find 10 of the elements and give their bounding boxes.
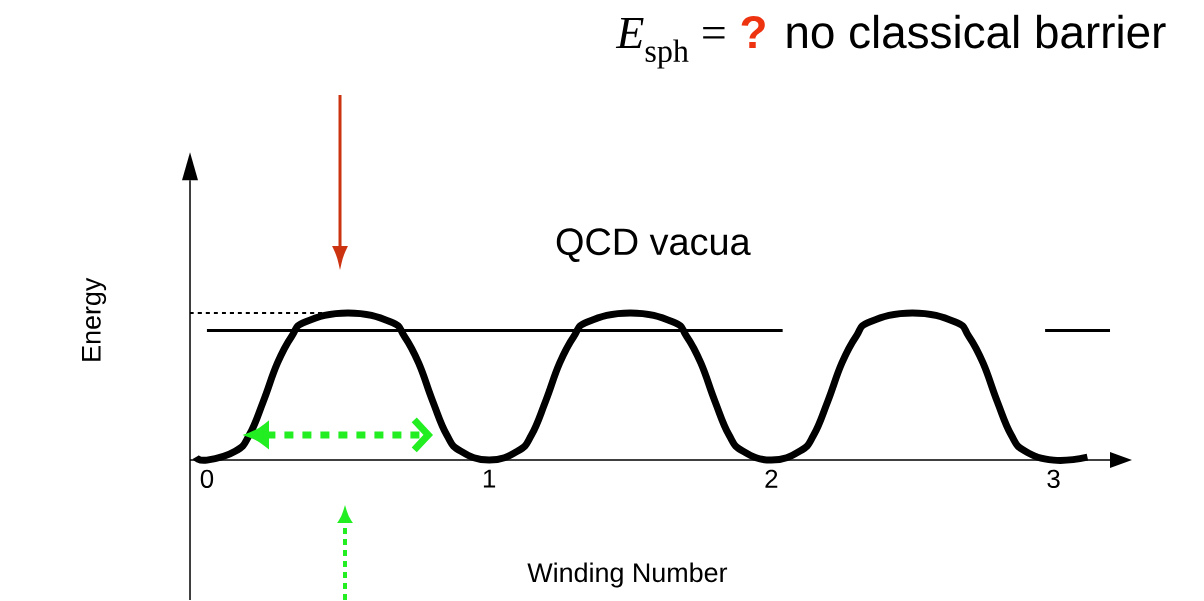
y-axis-title: Energy [82,277,107,361]
x-tick-label: 0 [200,469,214,488]
text: no classical barrier [787,14,1166,49]
text: QCD vacua [556,228,751,262]
x-tick-label: 2 [765,469,778,488]
chart-title: E$_{sph}$ = [615,17,725,69]
text: ? [741,15,765,48]
x-axis-title: Winding Number [527,562,728,588]
x-tick-label: 3 [1047,469,1060,488]
x-tick-label: 1 [483,469,496,488]
